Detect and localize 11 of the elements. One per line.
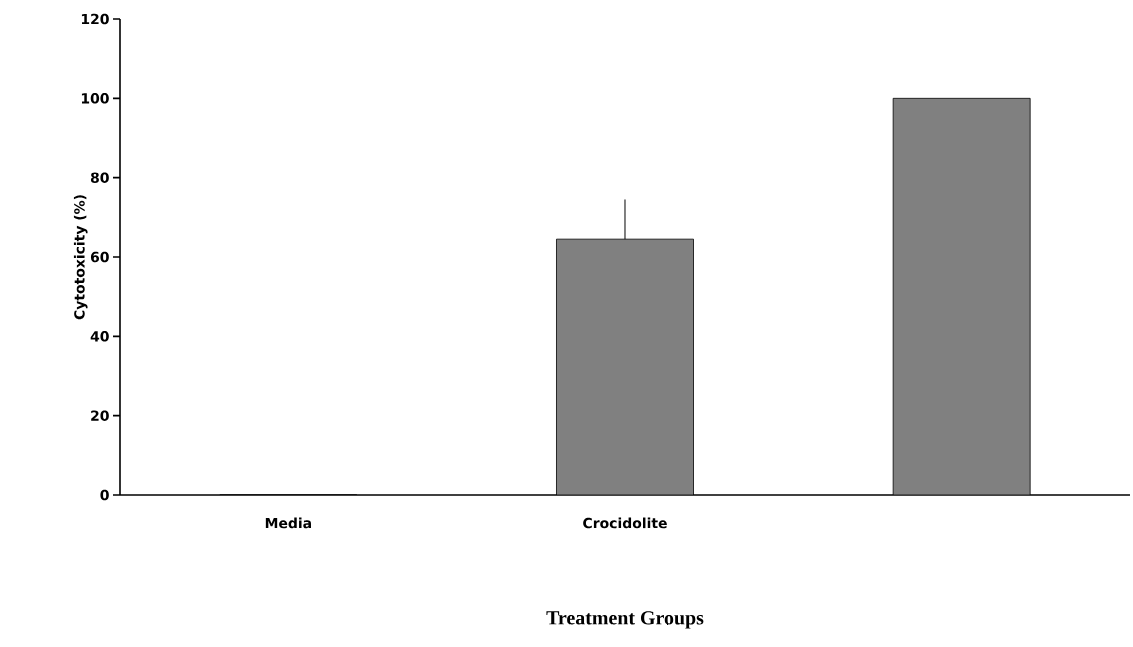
x-tick-label: Crocidolite [583,517,667,529]
y-tick-label: 20 [91,410,109,421]
y-tick-label: 80 [90,172,109,183]
y-axis-title: Cytotoxicity (%) [73,195,88,320]
x-tick-label: Media [265,517,311,529]
y-tick-label: 60 [90,251,109,263]
y-tick-label: 0 [100,489,109,501]
y-tick-label: 120 [81,13,109,25]
y-tick-label: 40 [90,331,109,342]
x-axis-title: Treatment Groups [546,611,704,629]
y-tick-label: 100 [81,93,109,104]
